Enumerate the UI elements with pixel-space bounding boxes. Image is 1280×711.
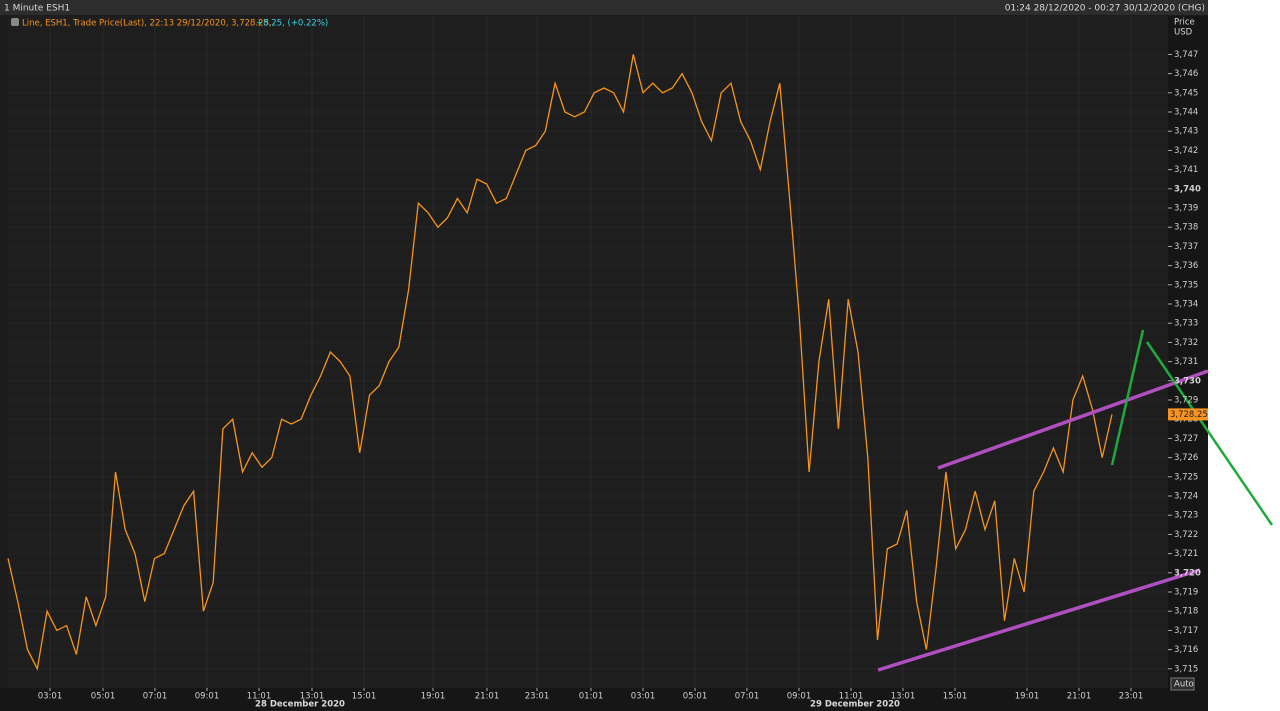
last-price-label: 3,728.25 bbox=[1170, 410, 1208, 420]
projection-down bbox=[1145, 341, 1274, 526]
x-tick-label: 13:01 bbox=[300, 692, 325, 702]
date-label: 29 December 2020 bbox=[810, 700, 900, 710]
y-tick-label: 3,746 bbox=[1174, 69, 1198, 79]
x-tick-label: 03:01 bbox=[38, 692, 63, 702]
x-tick-label: 09:01 bbox=[787, 692, 812, 702]
y-tick-label: 3,725 bbox=[1174, 472, 1198, 482]
date-label: 28 December 2020 bbox=[255, 700, 345, 710]
legend-change: +8.25, (+0.22%) bbox=[256, 19, 328, 29]
y-tick-label: 3,739 bbox=[1174, 204, 1198, 214]
x-tick-label: 15:01 bbox=[943, 692, 968, 702]
auto-button[interactable] bbox=[1170, 677, 1195, 691]
trend-line-lower bbox=[877, 568, 1201, 672]
y-tick-label: 3,741 bbox=[1174, 165, 1198, 175]
y-tick-label: 3,735 bbox=[1174, 280, 1198, 290]
x-tick-label: 23:01 bbox=[525, 692, 550, 702]
x-tick-label: 05:01 bbox=[91, 692, 116, 702]
y-tick-label: 3,727 bbox=[1174, 434, 1198, 444]
chart-title: 1 Minute ESH1 bbox=[4, 4, 70, 14]
x-tick-label: 11:01 bbox=[247, 692, 272, 702]
y-tick-label: 3,734 bbox=[1174, 300, 1198, 310]
trend-line-upper bbox=[937, 369, 1209, 470]
x-tick-label: 13:01 bbox=[891, 692, 916, 702]
x-tick-label: 19:01 bbox=[1015, 692, 1040, 702]
projection-up bbox=[1110, 329, 1145, 466]
x-tick-label: 05:01 bbox=[683, 692, 708, 702]
x-tick-label: 23:01 bbox=[1119, 692, 1144, 702]
y-tick-label: 3,740 bbox=[1174, 184, 1201, 194]
y-tick-label: 3,731 bbox=[1174, 357, 1198, 367]
auto-button-label[interactable]: Auto bbox=[1174, 680, 1194, 690]
x-tick-label: 21:01 bbox=[1067, 692, 1092, 702]
y-axis-area bbox=[1168, 16, 1208, 688]
x-axis-area bbox=[0, 688, 1208, 711]
x-tick-label: 01:01 bbox=[579, 692, 604, 702]
x-tick-label: 21:01 bbox=[475, 692, 500, 702]
legend-main: Line, ESH1, Trade Price(Last), 22:13 29/… bbox=[22, 19, 272, 29]
title-bar bbox=[0, 0, 1208, 15]
y-tick-label: 3,742 bbox=[1174, 146, 1198, 156]
y-tick-label: 3,719 bbox=[1174, 588, 1198, 598]
y-tick-label: 3,738 bbox=[1174, 223, 1198, 233]
y-axis-label: Price bbox=[1174, 18, 1195, 28]
y-tick-label: 3,747 bbox=[1174, 50, 1198, 60]
x-tick-label: 07:01 bbox=[735, 692, 760, 702]
legend-icon[interactable] bbox=[11, 18, 19, 26]
y-tick-label: 3,722 bbox=[1174, 530, 1198, 540]
x-tick-label: 19:01 bbox=[421, 692, 446, 702]
y-tick-label: 3,733 bbox=[1174, 319, 1198, 329]
y-tick-label: 3,724 bbox=[1174, 492, 1198, 502]
y-tick-label: 3,737 bbox=[1174, 242, 1198, 252]
price-line bbox=[7, 54, 1113, 671]
y-tick-label: 3,726 bbox=[1174, 453, 1198, 463]
marks bbox=[7, 54, 1113, 671]
y-tick-label: 3,718 bbox=[1174, 607, 1198, 617]
x-tick-label: 11:01 bbox=[839, 692, 864, 702]
x-tick-label: 09:01 bbox=[195, 692, 220, 702]
range-text: 01:24 28/12/2020 - 00:27 30/12/2020 (CHG… bbox=[1005, 4, 1205, 14]
x-tick-label: 07:01 bbox=[143, 692, 168, 702]
y-tick-label: 3,720 bbox=[1174, 568, 1201, 578]
y-tick-label: 3,736 bbox=[1174, 261, 1198, 271]
y-tick-label: 3,729 bbox=[1174, 396, 1198, 406]
y-tick-label: 3,744 bbox=[1174, 108, 1198, 118]
y-tick-label: 3,723 bbox=[1174, 511, 1198, 521]
y-tick-label: 3,721 bbox=[1174, 549, 1198, 559]
last-price-box bbox=[1168, 408, 1208, 421]
y-axis-unit: USD bbox=[1174, 28, 1193, 38]
y-tick-label: 3,745 bbox=[1174, 88, 1198, 98]
y-tick-label: 3,716 bbox=[1174, 645, 1198, 655]
plot-area bbox=[8, 16, 1168, 688]
x-tick-label: 15:01 bbox=[352, 692, 377, 702]
y-tick-label: 3,743 bbox=[1174, 127, 1198, 137]
y-tick-label: 3,717 bbox=[1174, 626, 1198, 636]
x-tick-label: 03:01 bbox=[631, 692, 656, 702]
y-tick-label: 3,732 bbox=[1174, 338, 1198, 348]
y-tick-label: 3,730 bbox=[1174, 376, 1201, 386]
y-tick-label: 3,715 bbox=[1174, 664, 1198, 674]
